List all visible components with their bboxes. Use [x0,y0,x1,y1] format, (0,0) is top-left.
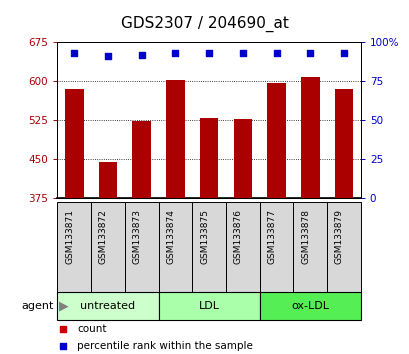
Bar [293,202,326,292]
Point [306,51,313,56]
Text: GSM133874: GSM133874 [166,209,175,264]
Point [172,51,178,56]
Bar [91,202,124,292]
Bar [267,83,285,198]
Bar [57,202,91,292]
Bar [326,202,360,292]
Point [239,51,245,56]
Point [205,51,212,56]
Text: percentile rank within the sample: percentile rank within the sample [77,341,252,351]
Bar [225,202,259,292]
Text: GSM133871: GSM133871 [65,209,74,264]
Text: LDL: LDL [198,301,219,311]
Text: GSM133872: GSM133872 [99,209,108,264]
Text: untreated: untreated [80,301,135,311]
Bar [192,202,225,292]
Point [60,343,67,349]
Bar [132,121,151,198]
Bar [259,202,293,292]
Bar [158,292,259,320]
Bar [57,292,158,320]
Text: GSM133877: GSM133877 [267,209,276,264]
Point [138,52,145,58]
Point [340,51,346,56]
Bar [300,77,319,198]
Bar [65,89,83,198]
Point [71,51,77,56]
Text: ox-LDL: ox-LDL [290,301,328,311]
Point [104,54,111,59]
Text: GSM133879: GSM133879 [334,209,343,264]
Text: GDS2307 / 204690_at: GDS2307 / 204690_at [121,16,288,32]
Point [272,51,279,56]
Text: GSM133875: GSM133875 [200,209,209,264]
Text: GSM133876: GSM133876 [233,209,242,264]
Bar [166,80,184,198]
Bar [99,162,117,198]
Text: count: count [77,324,106,334]
Bar [259,292,360,320]
Bar [334,89,353,198]
Bar [124,202,158,292]
Text: ▶: ▶ [59,300,69,313]
Text: GSM133878: GSM133878 [301,209,310,264]
Point [60,326,67,332]
Bar [199,118,218,198]
Text: agent: agent [21,301,53,311]
Bar [233,119,252,198]
Bar [158,202,192,292]
Text: GSM133873: GSM133873 [133,209,142,264]
